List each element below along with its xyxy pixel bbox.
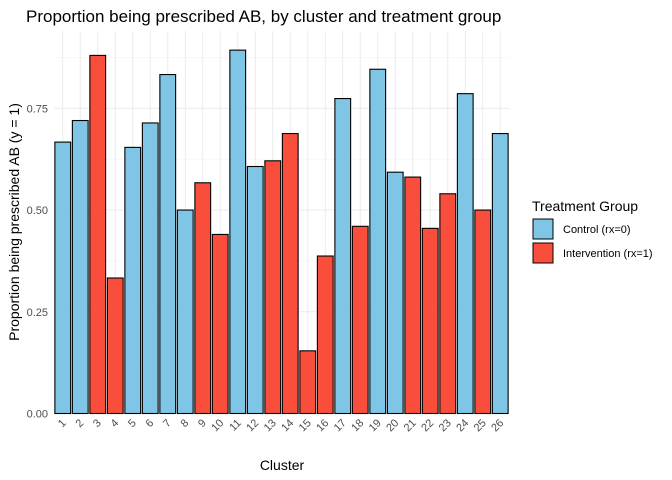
x-axis-ticks: 1 2 3 4 5 6 7 8 9 10 11 12 13 14 15 16 17 18 19 20 21 22 23 24 2… <box>56 417 506 434</box>
y-axis-ticks: 0.00 0.25 0.50 0.75 <box>27 103 48 420</box>
bar-cluster-11 <box>229 49 247 415</box>
bar-cluster-17 <box>334 97 352 415</box>
bar-cluster-12 <box>246 165 264 415</box>
x-tick-label: 17 <box>332 417 349 434</box>
legend-label-intervention: Intervention (rx=1) <box>563 248 653 260</box>
legend: Treatment Group Control (rx=0) Intervent… <box>532 198 653 264</box>
y-tick-label: 0.50 <box>27 205 48 217</box>
bar-cluster-3 <box>89 54 107 415</box>
x-tick-label: 11 <box>227 417 244 434</box>
bar-cluster-5 <box>124 146 142 415</box>
x-tick-label: 12 <box>244 417 261 434</box>
x-tick-label: 24 <box>454 417 471 434</box>
legend-swatch-control <box>532 218 554 240</box>
y-tick-label: 0.75 <box>27 103 48 115</box>
x-tick-label: 3 <box>91 417 104 430</box>
x-axis-title: Cluster <box>260 457 305 473</box>
x-tick-label: 20 <box>384 417 401 434</box>
x-tick-label: 18 <box>349 417 366 434</box>
bar-cluster-14 <box>281 132 299 415</box>
bar-cluster-9 <box>194 182 212 415</box>
bar-cluster-20 <box>386 171 404 415</box>
bar-cluster-10 <box>211 233 229 415</box>
x-tick-label: 1 <box>56 417 69 430</box>
x-tick-label: 13 <box>262 417 279 434</box>
bar-cluster-21 <box>404 176 422 415</box>
x-tick-label: 8 <box>179 417 192 430</box>
bar-cluster-26 <box>491 132 509 415</box>
x-tick-label: 26 <box>489 417 506 434</box>
x-tick-label: 4 <box>109 417 122 430</box>
bar-cluster-6 <box>141 122 159 415</box>
bar-cluster-7 <box>159 73 177 415</box>
bar-cluster-15 <box>299 350 317 415</box>
y-axis-title: Proportion being prescribed AB (y = 1) <box>6 103 22 341</box>
x-tick-label: 10 <box>209 417 226 434</box>
bar-cluster-8 <box>176 209 194 415</box>
x-tick-label: 16 <box>314 417 331 434</box>
bar-cluster-22 <box>421 227 439 415</box>
x-tick-label: 6 <box>144 417 157 430</box>
x-tick-label: 21 <box>402 417 419 434</box>
y-tick-label: 0.25 <box>27 307 48 319</box>
x-tick-label: 23 <box>437 417 454 434</box>
bar-cluster-4 <box>106 277 124 415</box>
bar-cluster-13 <box>264 160 282 415</box>
bar-cluster-1 <box>54 141 72 415</box>
x-tick-label: 19 <box>367 417 384 434</box>
x-tick-label: 25 <box>472 417 489 434</box>
x-tick-label: 22 <box>419 417 436 434</box>
x-tick-label: 7 <box>161 417 174 430</box>
x-tick-label: 2 <box>74 417 87 430</box>
bar-cluster-19 <box>369 68 387 415</box>
legend-title: Treatment Group <box>532 198 638 214</box>
bars <box>54 49 509 415</box>
bar-cluster-2 <box>71 119 89 415</box>
x-tick-label: 14 <box>279 417 296 434</box>
x-tick-label: 9 <box>196 417 209 430</box>
legend-swatch-intervention <box>532 242 554 264</box>
chart-title: Proportion being prescribed AB, by clust… <box>26 7 501 26</box>
x-tick-label: 15 <box>297 417 314 434</box>
bar-cluster-23 <box>439 193 457 415</box>
bar-cluster-18 <box>351 225 369 415</box>
bar-cluster-25 <box>474 209 492 415</box>
x-tick-label: 5 <box>126 417 139 430</box>
bar-cluster-24 <box>456 93 474 415</box>
legend-label-control: Control (rx=0) <box>563 224 631 236</box>
y-tick-label: 0.00 <box>27 409 48 421</box>
bar-cluster-16 <box>316 255 334 415</box>
